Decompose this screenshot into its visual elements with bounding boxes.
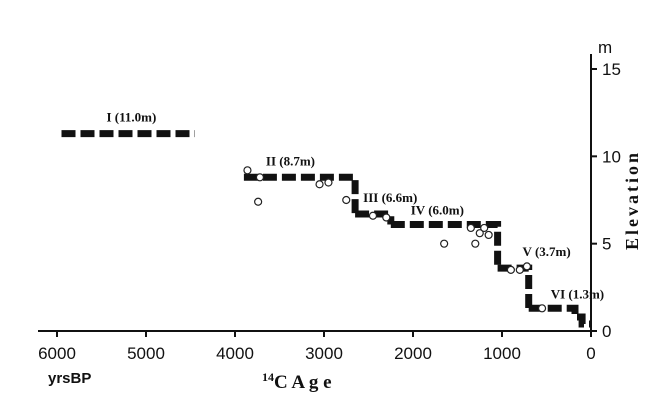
sample-point: [255, 173, 265, 182]
sample-point: [382, 213, 391, 222]
phase-label: VI (1.3m): [551, 286, 604, 301]
phase-label: I (11.0m): [106, 110, 156, 125]
x-axis-title-main: C A g e: [274, 372, 332, 393]
x-unit-label: yrsBP: [48, 370, 91, 387]
x-tick-label: 2000: [394, 344, 432, 363]
sample-point: [484, 230, 493, 240]
x-tick-label: 5000: [127, 344, 165, 363]
x-tick-label: 3000: [305, 344, 343, 363]
sample-point: [475, 229, 484, 238]
sea-level-segment: [390, 221, 502, 269]
y-tick-label: 0: [602, 322, 611, 341]
y-unit-label: m: [598, 38, 612, 57]
sample-point: [515, 265, 524, 274]
phase-label: V (3.7m): [523, 244, 571, 259]
x-tick-label: 4000: [216, 344, 254, 363]
sample-point: [466, 223, 475, 233]
sample-point: [254, 197, 263, 206]
x-tick-label: 0: [586, 344, 595, 363]
sample-point: [342, 195, 351, 205]
sample-point: [440, 239, 449, 248]
sample-points-group: [243, 166, 547, 313]
sample-point: [315, 180, 324, 189]
sample-point: [522, 262, 532, 271]
x-axis-ticks: 6000 5000 4000 3000 2000 1000 0: [38, 331, 596, 363]
series-group: [61, 130, 591, 328]
sample-point: [480, 223, 489, 233]
phase-label: IV (6.0m): [411, 202, 464, 217]
y-axis-ticks: 0 5 10 15: [591, 60, 621, 341]
sample-point: [506, 265, 515, 274]
phase-label: III (6.6m): [363, 190, 417, 205]
sample-point: [368, 211, 378, 220]
sample-point: [243, 166, 252, 175]
x-tick-label: 1000: [483, 344, 521, 363]
phase-labels-group: I (11.0m) II (8.7m) III (6.6m)IV (6.0m) V (…: [106, 110, 604, 302]
sample-point: [324, 178, 333, 187]
x-axis-title-superscript: 14: [262, 370, 274, 384]
sea-level-segment: [497, 264, 533, 309]
y-tick-label: 10: [602, 147, 621, 166]
y-axis-title: Elevation: [622, 150, 642, 250]
sample-point: [471, 239, 480, 248]
x-tick-label: 6000: [38, 344, 76, 363]
x-axis-title: 14C A g e: [262, 370, 332, 393]
y-tick-label: 15: [602, 60, 621, 79]
sea-level-segment: [243, 173, 359, 214]
phase-label: II (8.7m): [266, 153, 315, 168]
sample-point: [537, 304, 547, 313]
sea-level-segment: [528, 304, 591, 328]
y-tick-label: 5: [602, 235, 611, 254]
